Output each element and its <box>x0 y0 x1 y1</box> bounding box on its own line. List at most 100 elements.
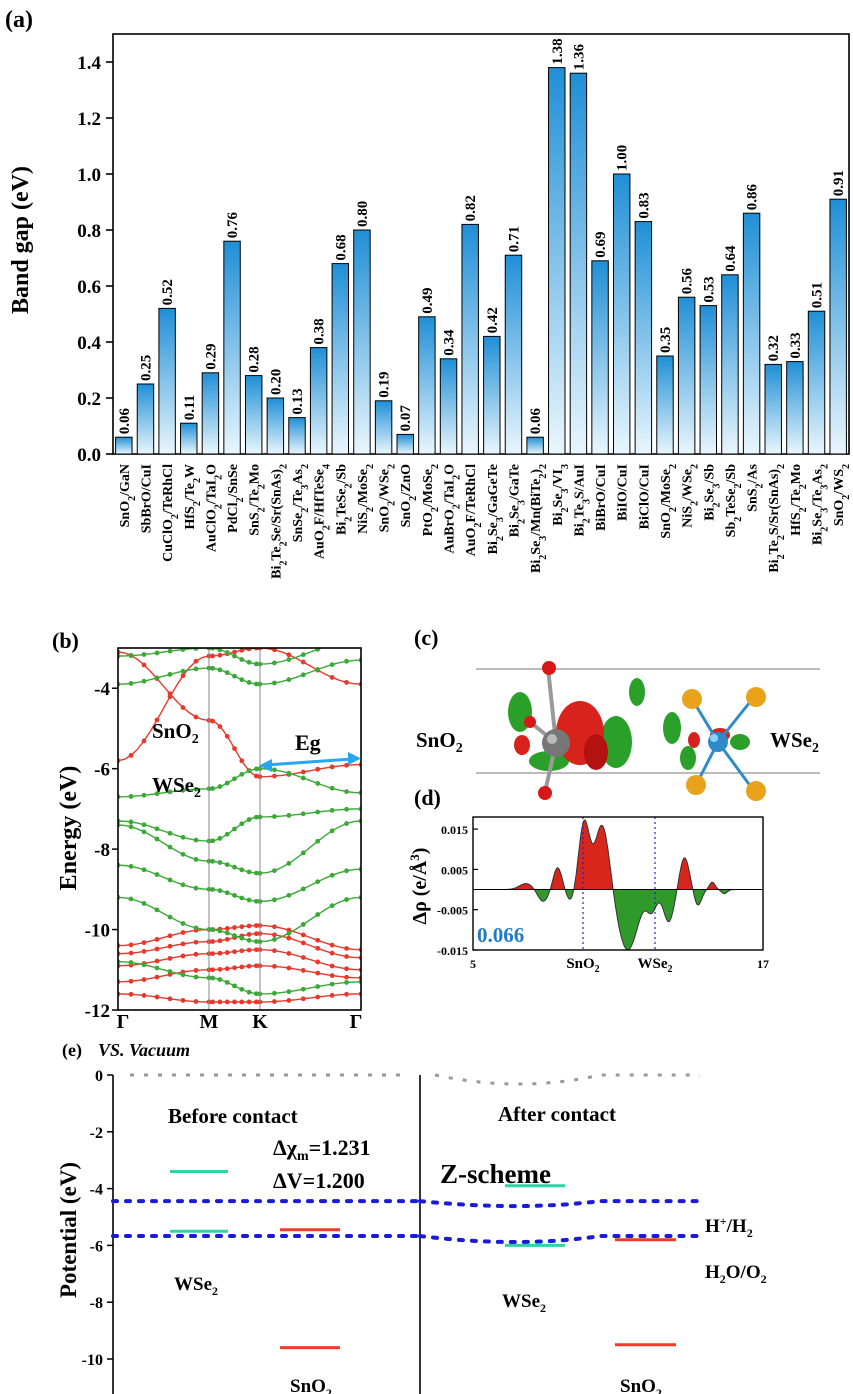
panel-a-bars <box>115 67 847 455</box>
green-band-point <box>128 824 134 830</box>
red-band-point <box>300 659 306 665</box>
bar <box>721 274 739 455</box>
green-band-point <box>272 897 277 903</box>
green-band-point <box>286 813 292 818</box>
red-band-point <box>217 652 223 658</box>
green-band-point <box>154 675 160 681</box>
red-band-point <box>286 998 292 1003</box>
green-band-point <box>232 826 237 832</box>
bar-value-label: 0.86 <box>745 183 761 210</box>
green-band-point <box>286 989 292 995</box>
category-label: Bi2TeSe2/Sb <box>334 464 354 535</box>
green-band-point <box>154 907 160 913</box>
y-tick-label: -4 <box>90 1182 103 1199</box>
red-band-point <box>141 977 147 982</box>
red-band-point <box>224 950 230 955</box>
green-band-point <box>180 787 186 793</box>
y-tick-label: -12 <box>85 1001 110 1022</box>
green-band-point <box>141 822 147 828</box>
bar-value-label: 0.34 <box>442 329 458 356</box>
green-band-point <box>193 786 199 792</box>
red-band-point <box>193 967 199 973</box>
green-band-point <box>329 903 335 909</box>
red-band-point <box>239 758 245 764</box>
green-band-point <box>272 868 277 874</box>
sno2-after-label: SnO2 <box>620 1376 662 1394</box>
bar-value-label: 0.80 <box>355 201 371 227</box>
x-tick-label: 5 <box>470 957 476 971</box>
red-band-point <box>300 955 306 960</box>
green-band-point <box>329 808 335 813</box>
red-band-point <box>300 940 306 946</box>
water-label: H2O/O2 <box>705 1262 767 1286</box>
green-band-point <box>246 817 252 822</box>
green-band-point <box>210 786 216 791</box>
category-label: BiClO/CuI <box>637 464 652 529</box>
green-band-point <box>239 821 245 827</box>
green-band-point <box>239 677 245 683</box>
category-label: SnO2/WS2 <box>832 464 852 526</box>
y-tick-label: 0.6 <box>77 277 101 298</box>
red-band-point <box>224 999 230 1005</box>
bar-value-label: 0.52 <box>160 279 176 305</box>
bar-value-label: 0.06 <box>117 407 133 434</box>
green-band-point <box>141 652 147 657</box>
panel-d-x-marker-sno2: SnO2 <box>566 956 599 975</box>
green-band-point <box>359 638 364 643</box>
y-tick-label: -0.005 <box>437 904 468 918</box>
panel-c-right-label: WSe2 <box>770 728 819 756</box>
green-band-point <box>239 986 245 992</box>
green-band <box>118 648 324 665</box>
green-band-point <box>239 867 245 873</box>
green-band-point <box>210 665 216 671</box>
red-band-point <box>329 674 335 680</box>
bar-value-label: 0.83 <box>636 192 652 218</box>
red-band-point <box>232 965 237 971</box>
green-band-point <box>344 658 349 664</box>
redox-line-after <box>418 1199 702 1209</box>
category-label: SnO2/WSe2 <box>378 464 398 532</box>
red-band-point <box>141 940 147 946</box>
green-band-point <box>128 681 134 686</box>
red-band-point <box>272 773 277 779</box>
delta-chi-label: Δχm=1.231 <box>273 1135 371 1164</box>
y-tick-label: -4 <box>94 679 110 700</box>
green-band-point <box>253 898 259 904</box>
red-band-point <box>167 933 173 939</box>
green-band-point <box>193 837 199 843</box>
bar <box>439 358 458 455</box>
category-label: SnO2/MoSe2 <box>659 464 679 539</box>
green-band-point <box>344 806 349 812</box>
green-band <box>118 659 361 685</box>
bar-value-label: 1.38 <box>550 38 566 64</box>
green-band-point <box>300 652 306 658</box>
green-band-point <box>315 838 321 844</box>
y-tick-label: 1.0 <box>77 165 101 186</box>
red-band-point <box>232 649 237 655</box>
x-tick-label: 17 <box>757 957 769 971</box>
red-band-point <box>239 948 245 954</box>
green-band-point <box>300 850 306 856</box>
red-band-point <box>246 923 252 929</box>
panel-c: (c) SnO2 WSe2 <box>414 625 820 801</box>
kpoint-gamma-1: Γ <box>117 1011 130 1033</box>
green-band-point <box>224 670 230 676</box>
category-label: Bi2Se3/Te3As2 <box>811 464 831 545</box>
z-scheme-label: Z-scheme <box>440 1159 551 1189</box>
red-band <box>118 965 361 983</box>
bar-value-label: 0.28 <box>247 346 263 372</box>
red-band-point <box>217 999 223 1005</box>
bar-value-label: 0.51 <box>810 282 826 308</box>
bar <box>699 305 718 455</box>
red-band-point <box>315 766 321 772</box>
bar <box>115 436 133 455</box>
red-band-point <box>315 945 321 951</box>
red-band-point <box>217 724 223 729</box>
category-label: BiIO/CuI <box>616 464 631 521</box>
green-band-point <box>272 814 277 819</box>
panel-c-left-label: SnO2 <box>416 728 463 756</box>
category-label: BiBrO/CuI <box>594 464 609 531</box>
green-band-point <box>300 672 306 678</box>
red-band-point <box>239 924 245 930</box>
